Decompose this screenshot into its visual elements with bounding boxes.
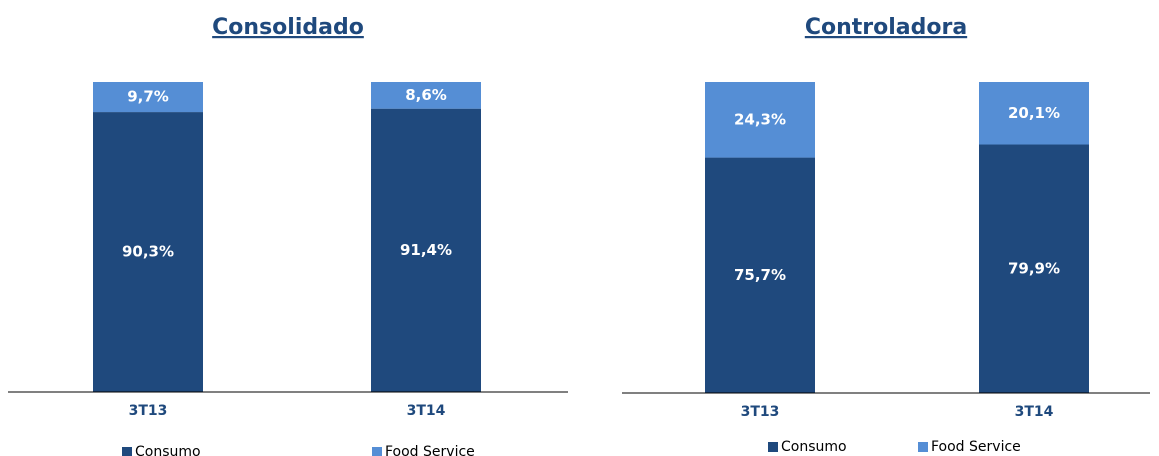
legend-label: Consumo [135, 444, 201, 456]
data-label: 90,3% [122, 243, 174, 261]
bar-segment [705, 82, 815, 158]
x-tick-label: 3T14 [1015, 404, 1054, 420]
x-tick-label: 3T14 [407, 403, 446, 419]
data-label: 8,6% [405, 86, 447, 104]
data-label: 24,3% [734, 110, 786, 128]
legend-label: Consumo [781, 439, 847, 455]
legend-label: Food Service [385, 444, 475, 456]
bar-segment [979, 82, 1089, 145]
data-label: 20,1% [1008, 104, 1060, 122]
bar-segment [371, 82, 481, 109]
data-label: 91,4% [400, 241, 452, 259]
chart-title: Controladora [805, 15, 967, 40]
x-tick-label: 3T13 [129, 403, 168, 419]
legend-swatch [372, 447, 382, 456]
x-tick-label: 3T13 [741, 404, 780, 420]
legend-swatch [918, 442, 928, 452]
bar-segment [93, 112, 203, 392]
data-label: 79,9% [1008, 259, 1060, 277]
bar-segment [979, 144, 1089, 393]
bar-segment [371, 108, 481, 392]
bar-segment [93, 82, 203, 113]
bar-segment [705, 157, 815, 393]
legend-label: Food Service [931, 439, 1021, 455]
legend-swatch [768, 442, 778, 452]
data-label: 9,7% [127, 88, 169, 106]
chart-title: Consolidado [212, 15, 364, 40]
data-label: 75,7% [734, 266, 786, 284]
legend-swatch [122, 447, 132, 456]
